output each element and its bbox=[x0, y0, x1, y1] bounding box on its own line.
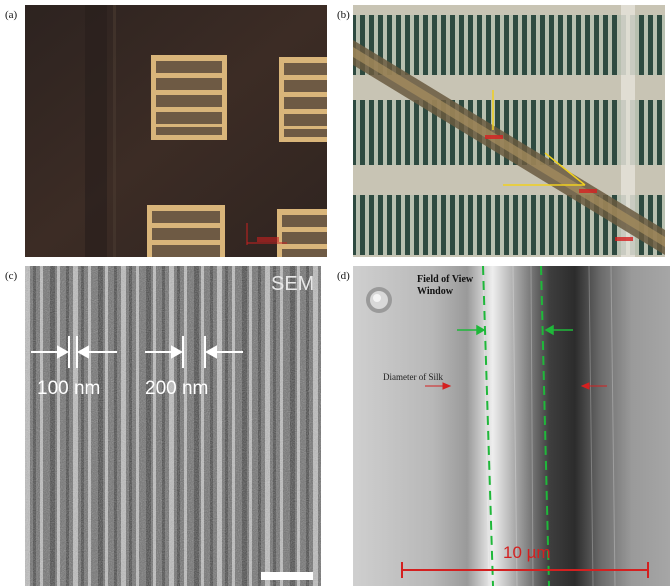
sem-scale-bar bbox=[261, 572, 313, 580]
scale-bar-d bbox=[401, 562, 649, 578]
electrode-pad-lower-right bbox=[277, 209, 327, 257]
panel-c-image: 100 nm 200 nm SEM bbox=[25, 266, 321, 586]
panel-b-micrograph bbox=[353, 5, 665, 257]
field-of-view-window-lines bbox=[482, 266, 550, 586]
panel-d-optical-image: Field of View Window Diameter of Silk 10… bbox=[353, 266, 670, 586]
annotation-arrows bbox=[485, 90, 633, 241]
panel-label-a: (a) bbox=[5, 9, 18, 21]
measure-label-100nm: 100 nm bbox=[37, 378, 100, 399]
electrode-pad-lower-left bbox=[147, 205, 225, 257]
sem-label: SEM bbox=[271, 273, 314, 295]
air-bubble bbox=[366, 287, 392, 313]
fov-arrows bbox=[457, 324, 573, 336]
measure-label-200nm: 200 nm bbox=[145, 378, 208, 399]
panel-b-image bbox=[353, 5, 665, 257]
measure-marker-100nm bbox=[31, 336, 117, 368]
silk-fiber bbox=[353, 40, 665, 255]
silk-diameter-label: Diameter of Silk bbox=[383, 372, 443, 382]
electrode-array bbox=[353, 15, 665, 255]
scale-bar-a bbox=[246, 223, 287, 245]
fov-label-line2: Window bbox=[417, 286, 454, 297]
measure-marker-200nm bbox=[145, 336, 243, 368]
fov-label-line1: Field of View bbox=[417, 274, 474, 285]
panel-a-image bbox=[25, 5, 327, 257]
electrode-pad-upper-right bbox=[279, 57, 327, 142]
panel-label-d: (d) bbox=[337, 270, 350, 282]
silk-diameter-arrows bbox=[425, 382, 607, 390]
panel-a-micrograph bbox=[25, 5, 327, 257]
panel-label-b: (b) bbox=[337, 9, 350, 21]
panel-label-c: (c) bbox=[5, 270, 18, 282]
scale-bar-label-d: 10 µm bbox=[503, 543, 551, 562]
panel-d-image: Field of View Window Diameter of Silk 10… bbox=[353, 266, 670, 586]
electrode-pad-upper-left bbox=[151, 55, 227, 140]
panel-c-sem-image: 100 nm 200 nm SEM bbox=[25, 266, 321, 586]
